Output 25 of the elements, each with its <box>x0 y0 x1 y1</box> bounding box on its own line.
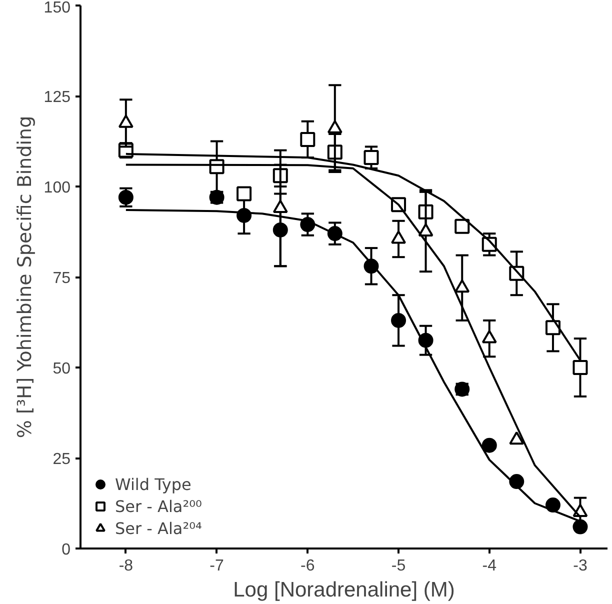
x-axis-title: Log [Noradrenaline] (M) <box>233 578 455 602</box>
y-tick-label: 100 <box>44 180 71 196</box>
point <box>236 186 252 202</box>
x-tick-label: -3 <box>573 558 588 574</box>
x-tick-label: -6 <box>300 558 315 574</box>
point <box>454 218 470 234</box>
x-tick-label: -7 <box>210 558 224 574</box>
y-tick-label: 150 <box>44 0 71 16</box>
legend-label: Ser - Ala²⁰⁴ <box>115 518 202 538</box>
point <box>364 150 379 166</box>
point <box>300 132 316 147</box>
x-tick-label: -8 <box>118 558 134 574</box>
x-tick-label: -5 <box>391 558 406 574</box>
y-tick-label: 50 <box>52 360 71 378</box>
point <box>391 312 406 328</box>
y-tick-label: 0 <box>62 542 71 558</box>
y-axis-title: % [³H] Yohimbine Specific Binding <box>14 116 36 438</box>
x-tick-label: -4 <box>482 558 497 574</box>
point <box>572 360 588 375</box>
y-tick-label: 75 <box>52 270 71 287</box>
point <box>482 438 497 453</box>
y-tick-label: 25 <box>52 451 71 468</box>
y-tick-label: 125 <box>44 89 71 106</box>
legend-label: Ser - Ala²⁰⁰ <box>115 496 202 516</box>
legend-label: Wild Type <box>115 474 192 494</box>
